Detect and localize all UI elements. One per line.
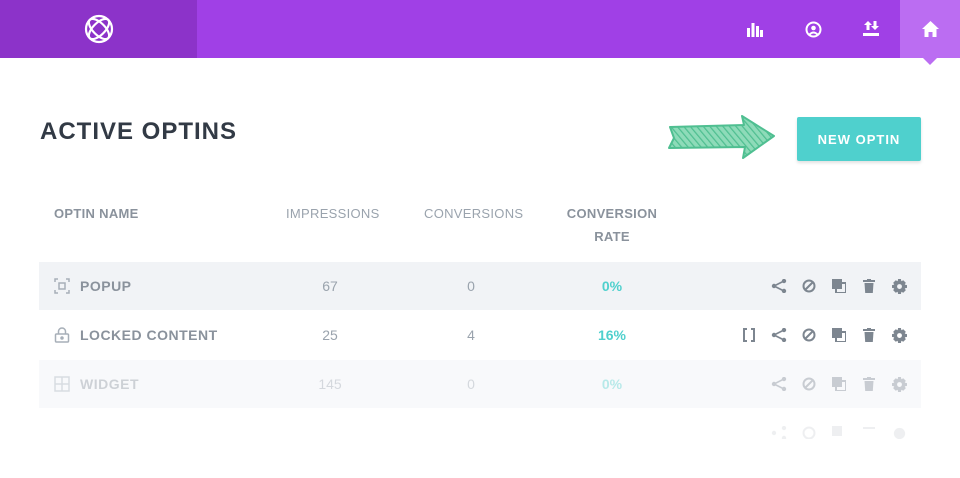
page-title: ACTIVE OPTINS [40,118,238,145]
optin-name[interactable]: LOCKED CONTENT [80,327,218,343]
optin-name[interactable]: POPUP [80,278,132,294]
duplicate-icon [831,425,847,439]
table-row[interactable]: WIDGET 145 0 0% [39,360,921,408]
row-actions [757,409,907,439]
lock-icon [54,327,70,343]
row-actions [727,311,907,359]
share-icon [771,425,787,439]
optin-name[interactable]: WIDGET [80,376,139,392]
popup-icon [54,278,70,294]
conversion-rate-value: 0% [601,278,623,294]
row-actions [757,360,907,408]
table-row[interactable]: POPUP 67 0 0% [39,262,921,310]
delete-icon[interactable] [861,376,877,392]
import-export-icon [863,21,879,36]
stats-icon [747,22,763,37]
conversions-value: 0 [467,376,475,392]
table-row-faded [39,409,921,439]
delete-icon[interactable] [861,278,877,294]
duplicate-icon[interactable] [831,327,847,343]
conversion-rate-value: 0% [601,376,623,392]
share-icon[interactable] [771,376,787,392]
settings-icon[interactable] [891,278,907,294]
disable-icon[interactable] [801,278,817,294]
conversions-value: 4 [467,327,475,343]
duplicate-icon[interactable] [831,278,847,294]
import-export-nav-button[interactable] [842,0,900,58]
new-optin-button[interactable]: NEW OPTIN [797,117,921,161]
disable-icon[interactable] [801,376,817,392]
top-nav [726,0,960,65]
delete-icon [861,425,877,439]
conversions-value: 0 [467,278,475,294]
impressions-value: 145 [318,376,342,392]
arrow-icon [668,115,775,159]
table-row[interactable]: LOCKED CONTENT 25 4 16% [39,311,921,359]
col-header-optin-name[interactable]: OPTIN NAME [54,206,139,221]
row-actions [757,262,907,310]
share-icon[interactable] [771,327,787,343]
settings-icon [891,425,907,439]
widget-icon [54,376,70,392]
home-icon [921,21,939,37]
top-bar [0,0,960,65]
logo-area[interactable] [0,0,197,58]
col-header-impressions[interactable]: IMPRESSIONS [286,206,380,221]
col-header-conversions[interactable]: CONVERSIONS [424,206,524,221]
impressions-value: 67 [322,278,338,294]
settings-icon[interactable] [891,327,907,343]
account-nav-button[interactable] [784,0,842,58]
settings-icon[interactable] [891,376,907,392]
share-icon[interactable] [771,278,787,294]
account-icon [805,21,821,37]
shortcode-icon[interactable] [741,327,757,343]
conversion-rate-value: 16% [597,327,627,343]
delete-icon[interactable] [861,327,877,343]
impressions-value: 25 [322,327,338,343]
col-header-conversion-rate[interactable]: CONVERSION RATE [566,206,658,244]
home-nav-button[interactable] [900,0,960,65]
disable-icon[interactable] [801,327,817,343]
stats-nav-button[interactable] [726,0,784,58]
duplicate-icon[interactable] [831,376,847,392]
bloom-logo-icon [84,14,113,44]
disable-icon [801,425,817,439]
